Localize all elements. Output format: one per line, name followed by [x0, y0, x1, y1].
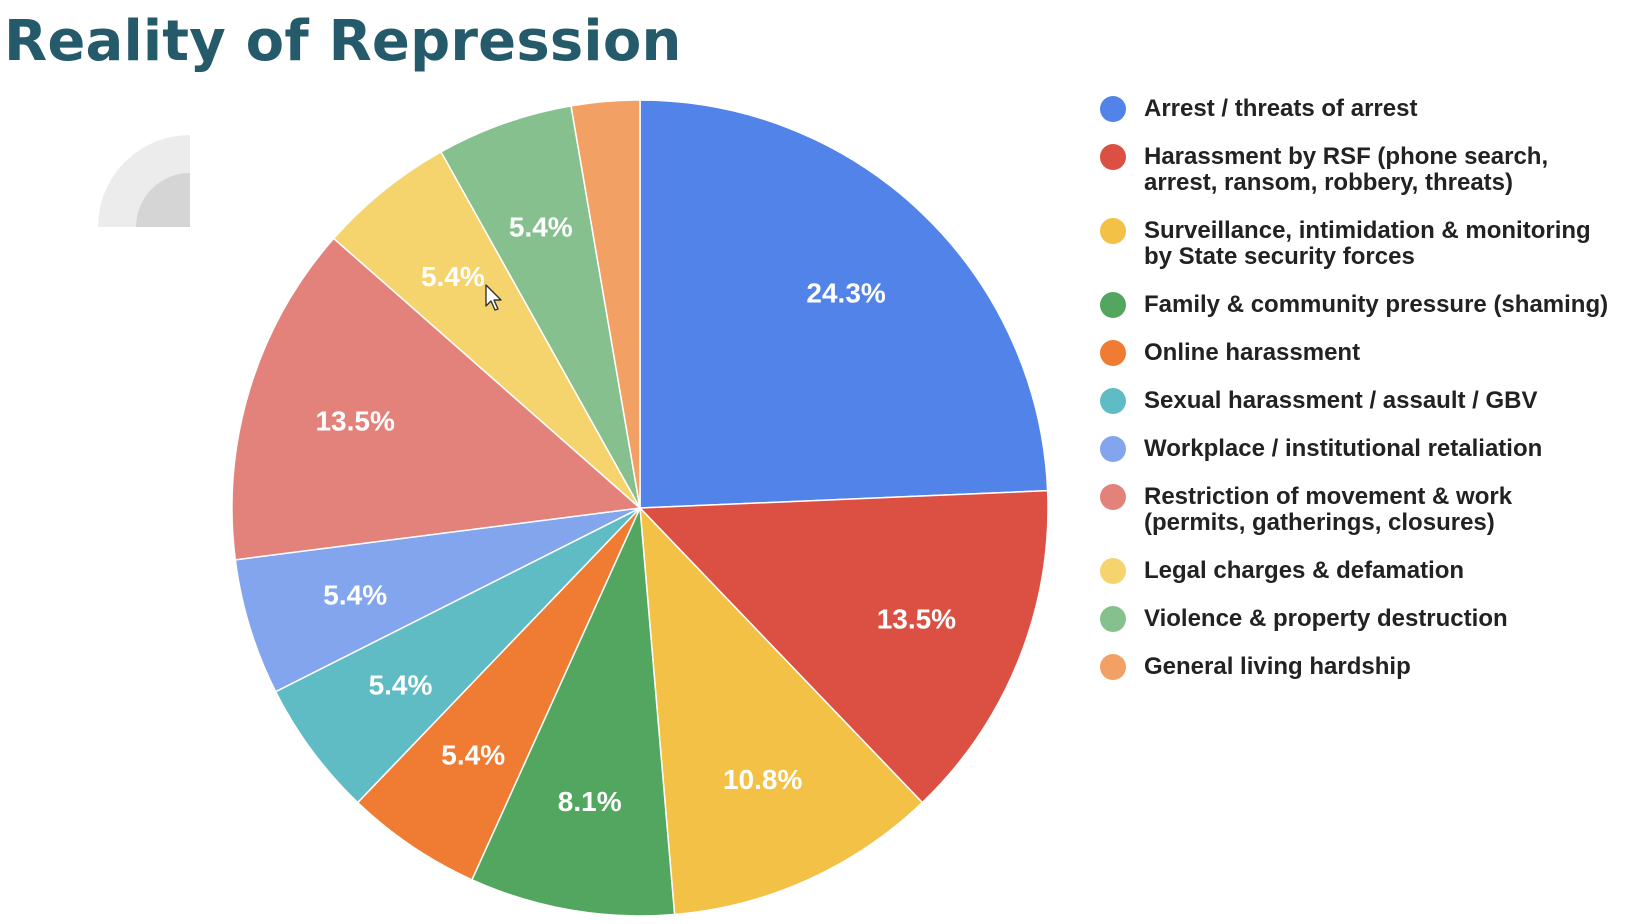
legend-label: Workplace / institutional retaliation [1144, 435, 1543, 462]
pie-slice-harassment-by-rsf-phone-search-arrest-ransom-robbery-threats [638, 489, 1049, 804]
legend-swatch [1100, 144, 1126, 170]
pie-data-label: 5.4% [421, 261, 485, 292]
legend-item: Family & community pressure (shaming) [1100, 292, 1620, 318]
legend-item: Violence & property destruction [1100, 606, 1620, 632]
pie-slice-sexual-harassment-assault-gbv [274, 507, 641, 804]
legend-swatch [1100, 292, 1126, 318]
pie-slice-family-community-pressure-shaming [470, 505, 676, 917]
legend-swatch [1100, 436, 1126, 462]
pie-data-label: 13.5% [315, 405, 394, 436]
legend-item: General living hardship [1100, 654, 1620, 680]
pie-slice-general-living-hardship [570, 99, 641, 509]
pie-data-label: 5.4% [441, 739, 505, 770]
legend-swatch [1100, 340, 1126, 366]
mouse-cursor-icon [485, 284, 502, 311]
chart-legend: Arrest / threats of arrest Harassment by … [1100, 96, 1620, 702]
legend-swatch [1100, 96, 1126, 122]
legend-item: Online harassment [1100, 340, 1620, 366]
pie-slice-legal-charges-defamation [332, 150, 641, 509]
legend-item: Sexual harassment / assault / GBV [1100, 388, 1620, 414]
legend-swatch [1100, 218, 1126, 244]
legend-label: Sexual harassment / assault / GBV [1144, 387, 1538, 414]
slide-title: Reality of Repression [4, 9, 682, 74]
pie-slice-arrest-threats-of-arrest [639, 99, 1049, 509]
legend-swatch [1100, 484, 1126, 510]
legend-label: Arrest / threats of arrest [1144, 95, 1418, 122]
legend-item: Harassment by RSF (phone search, arrest,… [1100, 144, 1620, 196]
pie-slice-surveillance-intimidation-monitoring-by-state-security-forces [639, 505, 924, 916]
pie-slice-violence-property-destruction [439, 105, 641, 509]
legend-item: Workplace / institutional retaliation [1100, 436, 1620, 462]
decorative-circle [98, 135, 190, 227]
legend-label: Legal charges & defamation [1144, 557, 1465, 584]
pie-data-label: 13.5% [877, 604, 956, 635]
legend-label: Online harassment [1144, 339, 1361, 366]
pie-data-label: 24.3% [806, 278, 885, 309]
legend-item: Surveillance, intimidation & monitoring … [1100, 218, 1620, 270]
pie-slice-restriction-of-movement-work-permits-gatherings-closures [231, 237, 642, 561]
pie-data-label: 8.1% [558, 786, 622, 817]
legend-label: Family & community pressure (shaming) [1144, 291, 1609, 318]
pie-slices [231, 99, 1049, 917]
pie-data-labels: 24.3% 13.5% 10.8% 8.1% 5.4% 5.4% 5.4% 13.5% 5.4%… [315, 212, 956, 817]
legend-item: Arrest / threats of arrest [1100, 96, 1620, 122]
pie-slice-online-harassment [356, 507, 641, 881]
legend-label: Violence & property destruction [1144, 605, 1508, 632]
legend-label: General living hardship [1144, 653, 1411, 680]
pie-data-label: 5.4% [509, 212, 573, 243]
legend-label: Surveillance, intimidation & monitoring … [1144, 217, 1591, 270]
legend-label: Restriction of movement & work (permits,… [1144, 483, 1513, 536]
legend-swatch [1100, 654, 1126, 680]
legend-swatch [1100, 558, 1126, 584]
legend-item: Legal charges & defamation [1100, 558, 1620, 584]
pie-slice-workplace-institutional-retaliation [234, 507, 641, 693]
legend-swatch [1100, 388, 1126, 414]
legend-label: Harassment by RSF (phone search, arrest,… [1144, 143, 1549, 196]
legend-item: Restriction of movement & work (permits,… [1100, 484, 1620, 536]
pie-data-label: 5.4% [323, 580, 387, 611]
legend-swatch [1100, 606, 1126, 632]
pie-data-label: 5.4% [369, 670, 433, 701]
pie-data-label: 10.8% [723, 764, 802, 795]
